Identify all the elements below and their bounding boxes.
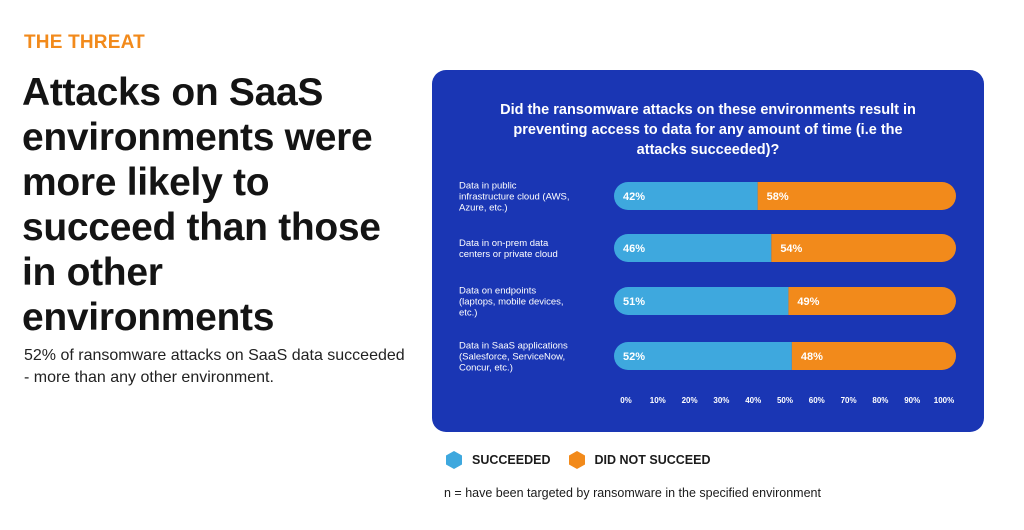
- data-label: 52%: [623, 351, 645, 363]
- category-label: Azure, etc.): [459, 203, 508, 214]
- section-eyebrow: THE THREAT: [24, 32, 145, 53]
- legend-item-succeeded: SUCCEEDED: [444, 450, 551, 470]
- legend-label: DID NOT SUCCEED: [594, 453, 711, 467]
- x-tick-label: 20%: [682, 396, 698, 405]
- category-label: (laptops, mobile devices,: [459, 297, 564, 308]
- hexagon-icon: [568, 451, 585, 469]
- category-label: Concur, etc.): [459, 363, 513, 374]
- category-label: infrastructure cloud (AWS,: [459, 192, 570, 203]
- x-tick-label: 90%: [904, 396, 920, 405]
- data-label: 51%: [623, 296, 645, 308]
- chart-title: Did the ransomware attacks on these envi…: [432, 100, 984, 160]
- category-label: Data on endpoints: [459, 286, 536, 297]
- hexagon-icon: [446, 451, 462, 469]
- bar-segment-did-not-succeed: [757, 182, 956, 210]
- summary-text: 52% of ransomware attacks on SaaS data s…: [24, 347, 405, 386]
- category-label: Data in on-prem data: [459, 238, 549, 249]
- category-label: Data in public: [459, 181, 517, 192]
- category-label: centers or private cloud: [459, 249, 558, 260]
- data-label: 58%: [767, 191, 789, 203]
- page-headline: Attacks on SaaS environments were more l…: [22, 71, 381, 339]
- footnote: n = have been targeted by ransomware in …: [444, 486, 821, 500]
- bar-segment-succeeded: [614, 182, 758, 210]
- category-label: Data in SaaS applications: [459, 341, 568, 352]
- x-tick-label: 70%: [841, 396, 857, 405]
- category-label: etc.): [459, 308, 477, 319]
- bar-segment-succeeded: [614, 234, 772, 262]
- bar-segment-succeeded: [614, 287, 789, 315]
- chart-title-line: attacks succeeded)?: [636, 142, 780, 158]
- data-label: 48%: [801, 351, 823, 363]
- x-tick-label: 40%: [745, 396, 761, 405]
- bar-segment-did-not-succeed: [771, 234, 956, 262]
- x-tick-label: 10%: [650, 396, 666, 405]
- x-tick-label: 30%: [713, 396, 729, 405]
- data-label: 54%: [780, 243, 802, 255]
- category-label: (Salesforce, ServiceNow,: [459, 352, 565, 363]
- chart-title-line: Did the ransomware attacks on these envi…: [500, 102, 916, 118]
- x-tick-label: 100%: [934, 396, 954, 405]
- x-tick-label: 50%: [777, 396, 793, 405]
- bar-segment-did-not-succeed: [791, 342, 956, 370]
- legend-item-did-not-succeed: DID NOT SUCCEED: [567, 450, 711, 470]
- chart-panel: Did the ransomware attacks on these envi…: [432, 70, 984, 432]
- legend-label: SUCCEEDED: [472, 453, 551, 467]
- x-tick-label: 80%: [872, 396, 888, 405]
- bar-segment-succeeded: [614, 342, 792, 370]
- chart-legend: SUCCEEDED DID NOT SUCCEED: [444, 450, 726, 470]
- x-tick-label: 0%: [620, 396, 632, 405]
- bar-segment-did-not-succeed: [788, 287, 956, 315]
- x-tick-label: 60%: [809, 396, 825, 405]
- data-label: 49%: [797, 296, 819, 308]
- data-label: 46%: [623, 243, 645, 255]
- data-label: 42%: [623, 191, 645, 203]
- chart-title-line: preventing access to data for any amount…: [513, 122, 903, 138]
